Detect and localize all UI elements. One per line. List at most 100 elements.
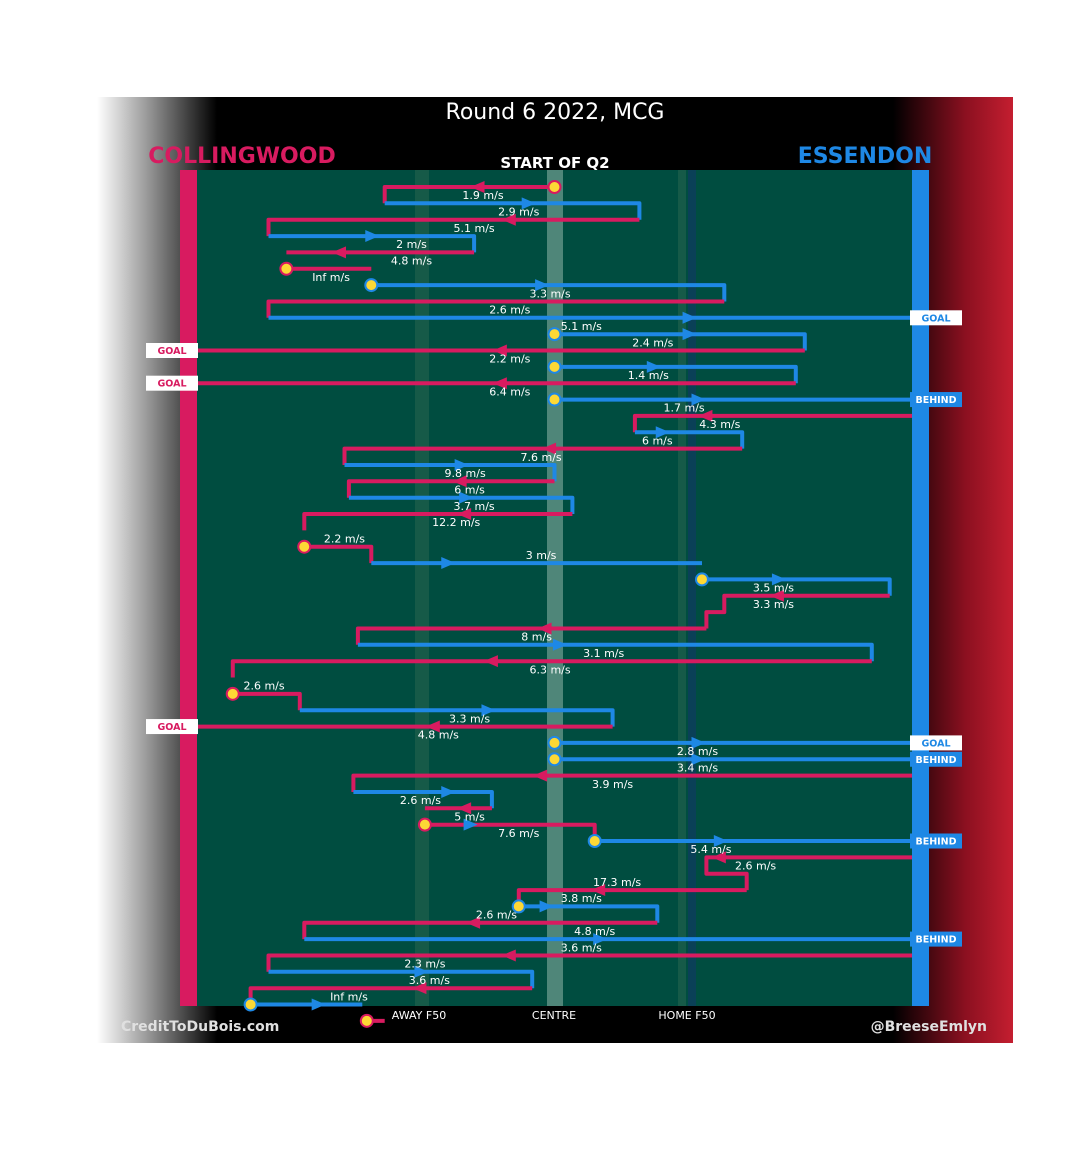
speed-label: 2.2 m/s <box>324 533 365 546</box>
speed-label: 5.1 m/s <box>453 222 494 235</box>
speed-label: 7.6 m/s <box>498 827 539 840</box>
away-direction-arrow <box>533 769 548 782</box>
badge-text: GOAL <box>157 722 186 733</box>
speed-label: 5.4 m/s <box>690 843 731 856</box>
home-behind-badge: BEHIND <box>910 751 962 767</box>
away-chain-38 <box>704 855 912 891</box>
speed-label: 2.9 m/s <box>498 206 539 219</box>
away-direction-arrow <box>332 246 346 259</box>
badge-box <box>910 310 962 326</box>
axis-label-centre: CENTRE <box>532 1009 576 1022</box>
home-direction-arrow <box>691 753 706 766</box>
speed-label: 3.1 m/s <box>583 647 624 660</box>
possession-start-marker <box>364 278 379 293</box>
speed-label: 4.3 m/s <box>699 418 740 431</box>
home-direction-arrow <box>459 491 474 504</box>
home-chain-15 <box>634 430 745 449</box>
home-f50-line-b <box>688 170 696 1006</box>
away-direction-arrow <box>457 802 472 815</box>
home-direction-arrow <box>454 458 469 471</box>
speed-label: 2.6 m/s <box>243 680 284 693</box>
home-chain-6 <box>371 283 727 302</box>
possession-start-marker <box>279 261 294 276</box>
badge-text: BEHIND <box>915 395 956 406</box>
speed-label: 4.8 m/s <box>391 255 432 268</box>
home-direction-arrow <box>414 965 429 978</box>
chart-title: Round 6 2022, MCG <box>446 100 665 125</box>
away-goal-badge: GOAL <box>146 375 198 391</box>
badge-box <box>146 375 198 391</box>
home-direction-arrow <box>655 426 670 439</box>
away-direction-arrow <box>537 622 552 635</box>
away-chain-21 <box>304 544 374 564</box>
speed-label: 5.1 m/s <box>561 320 602 333</box>
home-chain-34 <box>353 790 494 809</box>
speed-label: 12.2 m/s <box>432 516 480 529</box>
home-direction-arrow <box>539 900 554 913</box>
away-direction-arrow <box>452 475 467 488</box>
speed-label: 5 m/s <box>454 810 485 823</box>
speed-label: 8 m/s <box>521 631 552 644</box>
away-direction-arrow <box>457 508 472 520</box>
speed-label: 4.8 m/s <box>574 925 615 938</box>
possession-start-marker <box>359 1013 374 1028</box>
possession-start-marker <box>547 327 562 342</box>
badge-text: GOAL <box>921 313 950 324</box>
away-chain-43 <box>266 953 912 972</box>
away-direction-arrow <box>492 377 507 390</box>
away-chain-7 <box>266 299 725 318</box>
speed-label: 2.6 m/s <box>489 304 530 317</box>
home-chain-1 <box>384 201 642 220</box>
home-chain-40 <box>518 904 660 923</box>
away-direction-arrow <box>492 344 507 357</box>
possession-start-marker <box>694 572 709 587</box>
home-direction-arrow <box>441 557 456 570</box>
badge-box <box>910 735 962 751</box>
possession-start-marker <box>547 392 562 407</box>
possession-start-marker <box>547 752 562 767</box>
speed-label: 2.2 m/s <box>489 353 530 366</box>
speed-label: 4.8 m/s <box>418 729 459 742</box>
speed-label: 2.3 m/s <box>404 958 445 971</box>
home-direction-arrow <box>691 736 706 749</box>
home-direction-arrow <box>771 573 786 586</box>
home-direction-arrow <box>365 230 380 243</box>
possession-start-marker <box>243 997 258 1012</box>
speed-label: 6.3 m/s <box>529 663 570 676</box>
badge-text: BEHIND <box>915 935 956 946</box>
away-direction-arrow <box>698 409 713 422</box>
home-goal-line <box>912 170 929 1006</box>
possession-start-marker <box>511 899 526 914</box>
speed-label: 2.6 m/s <box>400 794 441 807</box>
home-chain-26 <box>357 642 874 662</box>
possession-chains <box>197 180 912 1028</box>
speed-label: 2.4 m/s <box>632 336 673 349</box>
chart-frame: Round 6 2022, MCG START OF Q2 COLLINGWOO… <box>97 97 1013 1043</box>
away-direction-arrow <box>711 851 726 864</box>
away-direction-arrow <box>483 655 498 668</box>
axis-label-home-f50: HOME F50 <box>658 1009 715 1022</box>
possession-start-marker <box>547 359 562 374</box>
home-direction-arrow <box>521 197 536 210</box>
away-goal-line <box>180 170 197 1006</box>
away-team-name: COLLINGWOOD <box>148 144 335 169</box>
home-direction-arrow <box>552 638 567 651</box>
axis-label-away-f50: AWAY F50 <box>392 1009 446 1022</box>
badge-text: GOAL <box>157 379 186 390</box>
speed-label: 1.7 m/s <box>664 402 705 415</box>
home-direction-arrow <box>441 785 456 798</box>
home-chain-3 <box>268 234 477 253</box>
possession-start-marker <box>547 180 562 194</box>
speed-label: 6 m/s <box>454 483 485 496</box>
away-direction-arrow <box>501 949 516 962</box>
speed-label: 2.6 m/s <box>476 909 517 922</box>
possession-start-marker <box>225 686 240 701</box>
badge-text: BEHIND <box>915 837 956 848</box>
away-chain-41 <box>302 920 658 940</box>
speed-label: 3 m/s <box>526 549 557 562</box>
speed-label: 3.3 m/s <box>753 598 794 611</box>
home-goal-badge: GOAL <box>910 310 962 326</box>
away-chain-20 <box>302 512 573 531</box>
away-direction-arrow <box>466 916 481 929</box>
home-chain-19 <box>348 495 575 514</box>
